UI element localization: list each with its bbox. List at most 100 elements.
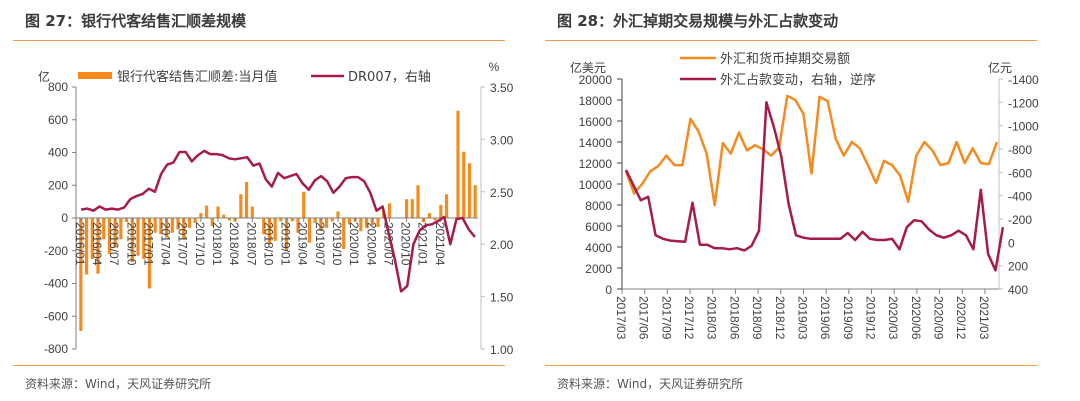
right-y-tick-label: -600 <box>1008 166 1032 180</box>
bar <box>324 218 329 228</box>
left-y-tick-label: -200 <box>44 244 68 258</box>
bar <box>336 211 340 218</box>
left-chart-title: 图 27：银行代客结售汇顺差规模 <box>25 12 247 30</box>
bar <box>290 218 294 222</box>
bar <box>142 218 146 259</box>
x-tick-label: 2020/07 <box>381 222 395 266</box>
x-tick-label: 2019/03 <box>795 296 809 340</box>
left-y-tick-label: 0 <box>61 211 68 225</box>
x-tick-label: 2020/12 <box>954 296 968 340</box>
bar <box>467 163 472 218</box>
x-tick-label: 2020/09 <box>932 296 946 340</box>
x-tick-label: 2018/09 <box>750 296 764 340</box>
bar <box>427 213 432 218</box>
bar <box>187 218 192 228</box>
left-source-note: 资料来源：Wind，天风证券研究所 <box>25 377 212 391</box>
bar <box>347 218 352 225</box>
bar <box>107 218 112 255</box>
left-y-tick-label: -800 <box>44 342 68 356</box>
bar <box>96 218 100 274</box>
right-y-tick-label: 1.00 <box>490 343 514 357</box>
x-tick-label: 2017/03 <box>614 296 628 340</box>
right-y-tick-label: 1.50 <box>490 291 514 305</box>
right-chart-left-unit: 亿美元 <box>570 60 606 75</box>
right-y-tick-label: -800 <box>1008 143 1032 157</box>
bar <box>159 218 163 235</box>
bar <box>79 218 83 331</box>
left-y-tick-label: 0 <box>605 283 612 297</box>
legend-label-swap: 外汇和货币掉期交易额 <box>720 51 850 67</box>
bar <box>199 213 203 218</box>
bar <box>313 218 317 223</box>
x-tick-label: 2019/06 <box>818 296 832 340</box>
x-tick-label: 2018/07 <box>244 222 258 266</box>
left-y-tick-label: 600 <box>48 113 68 127</box>
right-y-tick-label: 3.50 <box>490 81 514 95</box>
x-tick-label: 2020/06 <box>909 296 923 340</box>
x-tick-label: 2018/12 <box>773 296 787 340</box>
bar <box>364 218 369 228</box>
x-tick-label: 2016/10 <box>124 222 138 266</box>
x-tick-label: 2018/04 <box>227 222 241 266</box>
bar <box>164 218 169 238</box>
bar <box>124 218 129 223</box>
right-chart-right-unit: 亿元 <box>988 60 1012 75</box>
left-source-divider <box>13 365 505 366</box>
right-y-tick-label: -200 <box>1008 213 1032 227</box>
left-y-tick-label: 20000 <box>579 73 613 87</box>
bar <box>84 218 89 275</box>
bar <box>319 218 323 232</box>
left-y-tick-label: 14000 <box>579 136 613 150</box>
left-y-tick-label: 800 <box>48 80 68 94</box>
legend-label-line: DR007，右轴 <box>348 70 431 85</box>
bar <box>113 218 117 248</box>
left-y-tick-label: 18000 <box>579 94 613 108</box>
x-tick-label: 2021/03 <box>977 296 991 340</box>
left-y-tick-label: 400 <box>48 146 68 160</box>
bar <box>342 218 346 250</box>
bar <box>222 214 226 218</box>
left-chart-left-unit: 亿 <box>38 69 50 84</box>
bar <box>359 218 363 232</box>
bar <box>262 218 266 235</box>
bar <box>170 218 174 233</box>
x-tick-label: 2017/09 <box>659 296 673 340</box>
x-tick-label: 2019/12 <box>864 296 878 340</box>
x-tick-label: 2019/10 <box>330 222 344 266</box>
right-y-tick-label: 3.00 <box>490 133 514 147</box>
bar <box>216 206 220 218</box>
bar <box>444 194 449 218</box>
left-y-tick-label: 8000 <box>585 199 612 213</box>
bar <box>136 218 140 256</box>
right-title-divider <box>545 40 1037 41</box>
bar <box>284 218 289 251</box>
bar <box>182 218 186 239</box>
dr007-line <box>80 149 476 293</box>
bar <box>204 205 209 218</box>
legend-swatch-bar <box>78 72 112 79</box>
bar <box>119 218 123 240</box>
bar <box>244 181 249 218</box>
bar <box>330 218 334 222</box>
bar <box>227 218 232 221</box>
bar <box>456 110 460 218</box>
x-tick-label: 2021/04 <box>433 222 447 266</box>
x-tick-label: 2017/01 <box>141 222 155 266</box>
bar <box>147 218 152 289</box>
left-chart-right-unit: % <box>489 60 500 74</box>
right-y-tick-label: 200 <box>1008 260 1028 274</box>
x-tick-label: 2016/04 <box>90 222 104 266</box>
x-tick-label: 2018/01 <box>210 222 224 266</box>
bar <box>302 191 306 218</box>
bar <box>210 218 214 227</box>
bar <box>176 218 180 230</box>
x-tick-label: 2018/03 <box>705 296 719 340</box>
bar <box>296 218 300 233</box>
bar <box>279 218 283 222</box>
right-y-tick-label: -400 <box>1008 190 1032 204</box>
x-tick-label: 2016/01 <box>73 222 87 266</box>
left-title-divider <box>13 40 505 41</box>
left-y-tick-label: 200 <box>48 178 68 192</box>
x-tick-label: 2019/04 <box>296 222 310 266</box>
